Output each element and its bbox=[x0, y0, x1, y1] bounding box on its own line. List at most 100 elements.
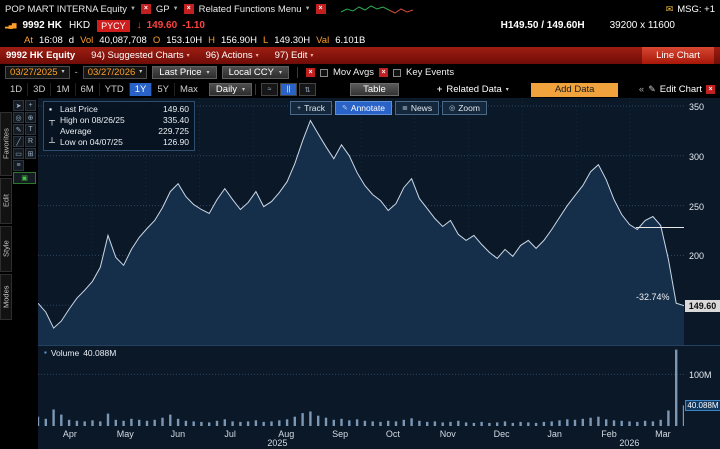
legend-label: High on 08/26/25 bbox=[60, 115, 125, 125]
related-data-menu[interactable]: + Related Data ▾ bbox=[437, 84, 509, 95]
line-chart-button[interactable]: Line Chart bbox=[642, 47, 714, 64]
price-chart[interactable] bbox=[38, 98, 684, 345]
chevron-down-icon: ▾ bbox=[505, 87, 509, 93]
news-button[interactable]: ≣ News bbox=[394, 101, 440, 115]
close-icon[interactable]: × bbox=[306, 68, 315, 77]
close-icon[interactable]: × bbox=[140, 4, 151, 14]
volume-legend-value: 40.088M bbox=[83, 348, 117, 358]
price-tick-label: 200 bbox=[689, 251, 705, 262]
related-functions-menu[interactable]: Related Functions Menu ▼ bbox=[199, 4, 311, 15]
chart-area[interactable]: ▪ Last Price 149.60 ┬ High on 08/26/25 335.40… bbox=[38, 98, 720, 449]
range-max[interactable]: Max bbox=[173, 83, 203, 96]
ticker-label: 9992 HK bbox=[22, 20, 62, 31]
messages-indicator[interactable]: ✉ MSG: +1 bbox=[666, 4, 715, 15]
hand-icon[interactable]: ⊕ bbox=[25, 112, 36, 123]
pencil-icon[interactable]: ✎ bbox=[13, 124, 24, 135]
track-icon: + bbox=[297, 104, 302, 112]
range-6m[interactable]: 6M bbox=[74, 83, 99, 96]
vol-value: 40,087,708 bbox=[99, 34, 147, 46]
text-icon[interactable]: T bbox=[25, 124, 36, 135]
sidebar-tab-edit[interactable]: Edit bbox=[0, 178, 12, 224]
date-from-input[interactable]: 03/27/2025 ▾ bbox=[5, 66, 70, 79]
key-events-checkbox[interactable] bbox=[393, 68, 402, 77]
pycy-badge[interactable]: PYCY bbox=[97, 19, 130, 32]
range-1y[interactable]: 1Y bbox=[128, 83, 152, 96]
add-data-button[interactable]: Add Data bbox=[530, 82, 619, 97]
function-menu-item-1[interactable]: 94) Suggested Charts ▾ bbox=[91, 50, 190, 61]
close-icon[interactable]: × bbox=[183, 4, 194, 14]
price-change-value: -1.10 bbox=[182, 20, 205, 31]
chart-region: Favorites Edit Style Modes ➤ + ◎ ⊕ ✎ T ╱ R ▭ ⊞ ≡ ▣ ▪ La… bbox=[0, 98, 720, 449]
candle-chart-type-icon[interactable]: || bbox=[280, 83, 298, 96]
grid-icon[interactable]: ⊞ bbox=[25, 148, 36, 159]
line-chart-type-icon[interactable]: ≈ bbox=[261, 83, 279, 96]
annotate-button[interactable]: ✎ Annotate bbox=[335, 101, 392, 115]
track-button[interactable]: + Track bbox=[290, 101, 333, 115]
mov-avgs-checkbox[interactable] bbox=[320, 68, 328, 77]
month-label: Jan bbox=[547, 429, 562, 439]
month-label: Jul bbox=[224, 429, 236, 439]
cursor-icon[interactable]: ➤ bbox=[13, 100, 24, 111]
function-menu[interactable]: GP ▼ bbox=[156, 4, 179, 15]
plus-icon: + bbox=[436, 84, 443, 95]
key-events-label: Key Events bbox=[406, 67, 455, 78]
volume-chart[interactable] bbox=[38, 346, 684, 426]
chevron-down-icon: ▾ bbox=[186, 53, 190, 59]
list-icon[interactable]: ≡ bbox=[13, 160, 24, 171]
month-label: Jun bbox=[170, 429, 186, 439]
table-button[interactable]: Table bbox=[350, 83, 399, 96]
quote-chart-icon[interactable]: ▂▄▆ bbox=[5, 23, 17, 29]
security-menu-label: POP MART INTERNA Equity bbox=[5, 3, 127, 15]
volume-tick-label: 100M bbox=[689, 370, 712, 381]
price-axis: 350 300 250 200 bbox=[684, 98, 720, 345]
legend-value: 229.725 bbox=[158, 126, 189, 136]
function-menu-item-3[interactable]: 97) Edit ▾ bbox=[274, 50, 314, 61]
year-label: 2025 bbox=[267, 438, 288, 448]
legend-label: Low on 04/07/25 bbox=[60, 137, 123, 147]
messages-label: MSG: +1 bbox=[677, 3, 715, 15]
period-select-value: Daily bbox=[215, 84, 238, 95]
zoom-button[interactable]: ◎ Zoom bbox=[442, 101, 487, 115]
snapshot-icon[interactable]: ▣ bbox=[13, 172, 36, 184]
date-to-input[interactable]: 03/27/2026 ▾ bbox=[82, 66, 148, 79]
ruler-icon[interactable]: R bbox=[25, 136, 36, 147]
security-menu[interactable]: POP MART INTERNA Equity ▼ bbox=[5, 4, 136, 15]
sidebar-tab-style[interactable]: Style bbox=[0, 226, 12, 272]
note-icon[interactable]: ▭ bbox=[13, 148, 24, 159]
price-panel[interactable]: ▪ Last Price 149.60 ┬ High on 08/26/25 335.40… bbox=[38, 98, 720, 345]
range-ytd[interactable]: YTD bbox=[98, 83, 129, 96]
crosshair-icon[interactable]: + bbox=[25, 100, 36, 111]
range-5y[interactable]: 5Y bbox=[151, 83, 174, 96]
volume-panel[interactable]: ▪ Volume 40.088M 100M 40.088M bbox=[38, 345, 720, 426]
trendline-icon[interactable]: ╱ bbox=[13, 136, 24, 147]
sidebar-tab-modes[interactable]: Modes bbox=[0, 274, 12, 320]
period-select[interactable]: Daily ▾ bbox=[208, 83, 253, 96]
open-label: O bbox=[152, 34, 161, 46]
volume-axis: 100M 40.088M bbox=[684, 346, 720, 425]
currency-select-value: Local CCY bbox=[228, 67, 274, 78]
val-label: Val bbox=[316, 34, 330, 46]
month-label: Sep bbox=[332, 429, 349, 439]
legend-value: 149.60 bbox=[163, 104, 189, 114]
range-1m[interactable]: 1M bbox=[50, 83, 74, 96]
legend-marker-icon: ▪ bbox=[49, 104, 53, 114]
delay-flag: d bbox=[68, 34, 75, 46]
edit-chart-button[interactable]: « ✎ Edit Chart × bbox=[639, 84, 715, 95]
study-select[interactable]: Last Price ▾ bbox=[152, 66, 217, 79]
function-menu-label: GP bbox=[155, 3, 170, 15]
compare-icon[interactable]: ⇅ bbox=[299, 83, 317, 96]
close-icon[interactable]: × bbox=[379, 68, 389, 77]
chevron-down-icon: ▾ bbox=[278, 70, 282, 76]
close-icon[interactable]: × bbox=[315, 4, 326, 14]
price-tick-label: 250 bbox=[689, 201, 705, 212]
close-icon[interactable]: × bbox=[706, 85, 715, 94]
legend-value: 126.90 bbox=[163, 137, 189, 147]
range-3d[interactable]: 3D bbox=[27, 83, 50, 96]
sidebar-tab-favorites[interactable]: Favorites bbox=[0, 112, 12, 176]
range-1d[interactable]: 1D bbox=[10, 84, 23, 95]
chevron-down-icon: ▾ bbox=[255, 53, 259, 59]
stats-row: At 16:08 d Vol 40,087,708 O 153.10H H 15… bbox=[0, 33, 720, 47]
function-menu-item-2[interactable]: 96) Actions ▾ bbox=[205, 50, 259, 61]
currency-select[interactable]: Local CCY ▾ bbox=[221, 66, 289, 79]
zoom-icon[interactable]: ◎ bbox=[13, 112, 24, 123]
